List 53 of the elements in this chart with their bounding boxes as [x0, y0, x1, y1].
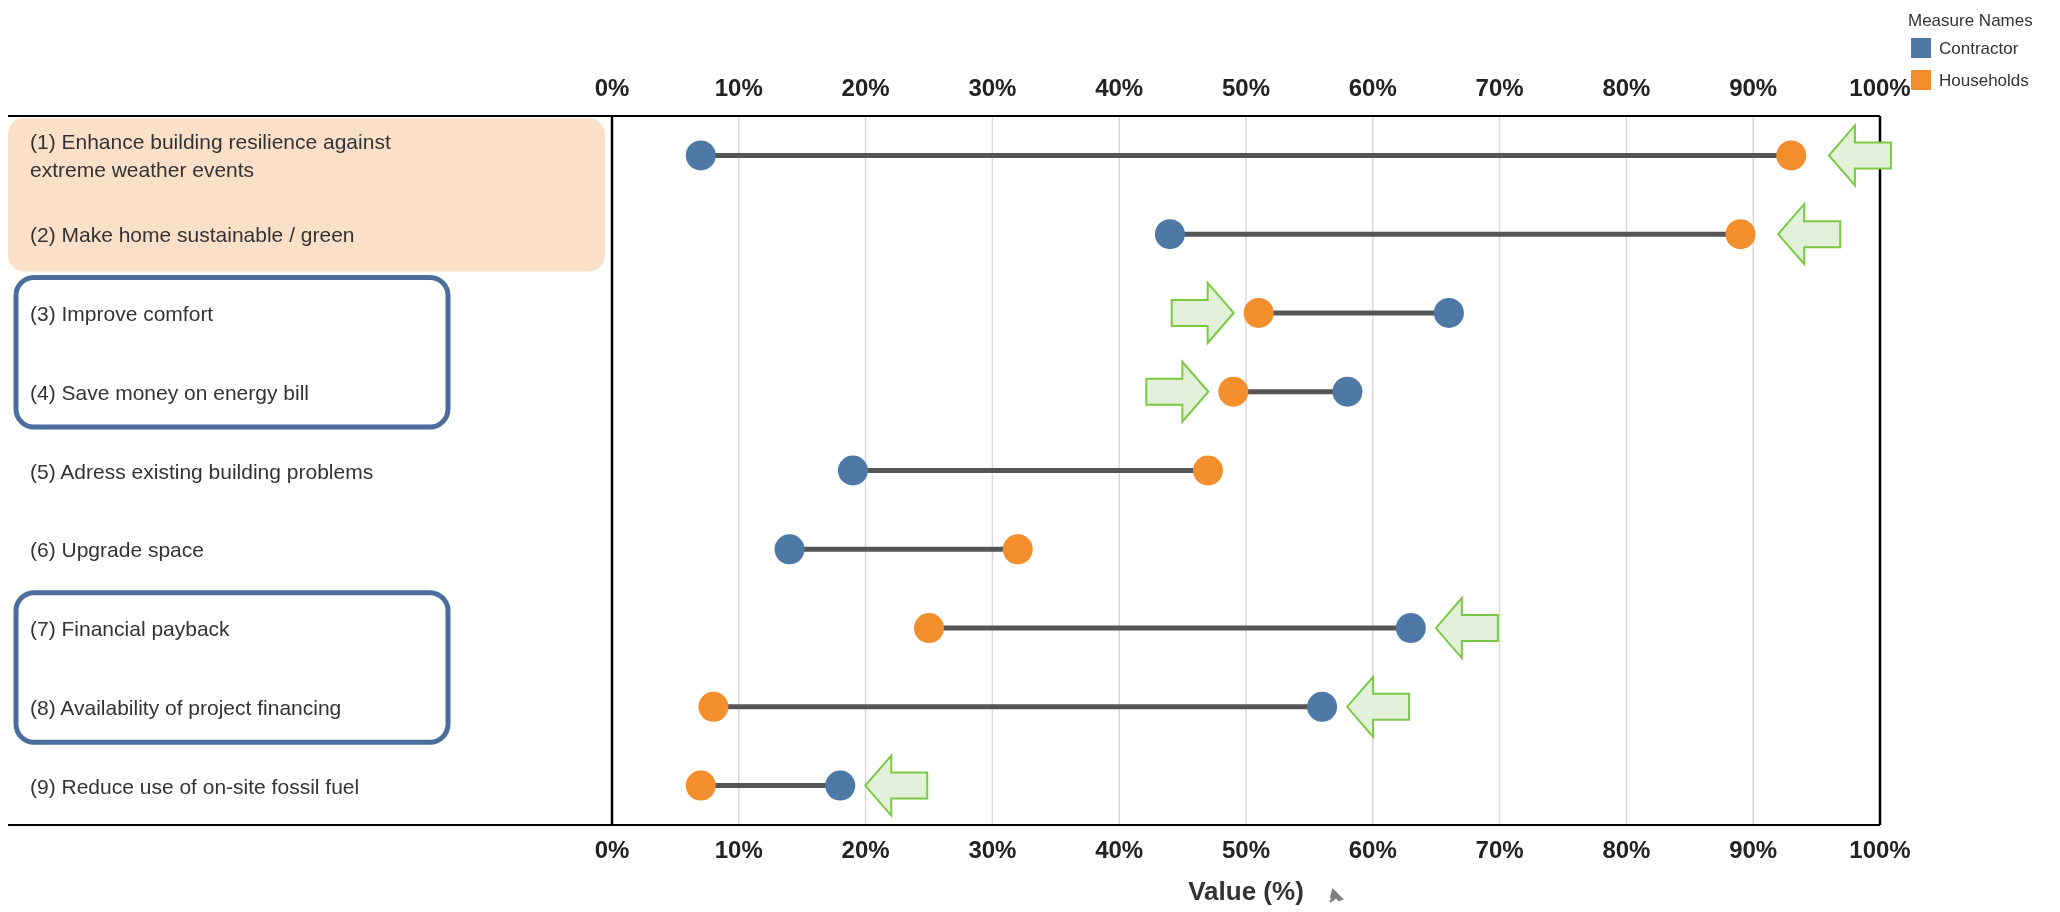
- x2-tick-label: 90%: [1729, 74, 1778, 101]
- x-tick-label: 70%: [1475, 836, 1524, 863]
- point: [774, 534, 805, 565]
- legend-label: Households: [1939, 70, 2029, 90]
- y-tick-label: (2) Make home sustainable / green: [30, 222, 355, 246]
- point: [914, 613, 944, 644]
- point: [1307, 691, 1338, 722]
- y-tick-label: (1) Enhance building resilience against extreme weather events: [30, 129, 391, 181]
- x2-tick-label: 10%: [714, 74, 763, 101]
- y-tick-label: (8) Availability of project financing: [30, 695, 342, 719]
- x2-tick-label: 60%: [1348, 74, 1397, 101]
- point: [1192, 455, 1223, 486]
- x-tick-label: 80%: [1602, 836, 1651, 863]
- y-tick-label: (4) Save money on energy bill: [30, 380, 309, 404]
- y-tick-label: (5) Adress existing building problems: [30, 459, 374, 482]
- x2-tick-label: 20%: [841, 74, 890, 101]
- point: [1332, 376, 1363, 407]
- x-axis-title: Value (%): [1188, 876, 1304, 906]
- point: [1002, 534, 1033, 565]
- point: [685, 770, 716, 801]
- x2-tick-label: 70%: [1475, 74, 1524, 101]
- legend-title: Measure Names: [1908, 11, 2033, 30]
- x-tick-label: 50%: [1221, 836, 1271, 863]
- x2-tick-label: 0%: [594, 74, 630, 101]
- y-tick-label: (7) Financial payback: [30, 616, 231, 640]
- y-tick-label: (6) Upgrade space: [30, 537, 204, 561]
- x-tick-label: 90%: [1729, 836, 1778, 863]
- x2-tick-label: 50%: [1221, 74, 1271, 101]
- x-tick-label: 100%: [1849, 836, 1911, 863]
- y-tick-label: (9) Reduce use of on-site fossil fuel: [30, 774, 360, 798]
- x-tick-label: 60%: [1348, 836, 1397, 863]
- x2-tick-label: 80%: [1602, 74, 1651, 101]
- point: [1433, 297, 1464, 328]
- point: [1154, 219, 1185, 250]
- x2-tick-label: 100%: [1849, 74, 1911, 101]
- y-tick-label: (3) Improve comfort: [30, 301, 214, 325]
- x2-tick-label: 40%: [1095, 74, 1144, 101]
- point: [1776, 140, 1807, 171]
- point: [1395, 613, 1426, 644]
- x-tick-label: 30%: [968, 836, 1017, 863]
- x-tick-label: 0%: [594, 836, 630, 863]
- x2-tick-label: 30%: [968, 74, 1017, 101]
- point: [685, 140, 716, 171]
- point: [698, 691, 729, 722]
- x-tick-label: 20%: [841, 836, 890, 863]
- x-tick-label: 10%: [714, 836, 763, 863]
- x-tick-label: 40%: [1095, 836, 1144, 863]
- point: [1218, 376, 1249, 407]
- point: [825, 770, 856, 801]
- legend-label: Contractor: [1939, 38, 2019, 58]
- point: [1725, 219, 1756, 250]
- point: [837, 455, 868, 486]
- point: [1243, 297, 1274, 328]
